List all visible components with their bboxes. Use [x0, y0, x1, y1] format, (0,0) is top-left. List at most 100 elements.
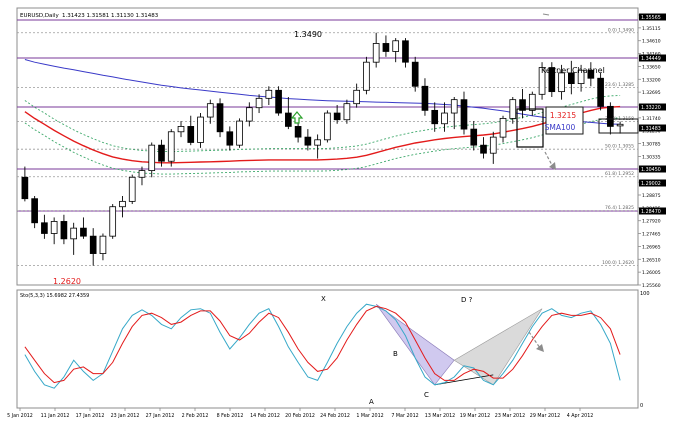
keltner-label: Keltner Channel	[541, 66, 605, 75]
bcd-triangle	[453, 308, 543, 386]
y-tick-label: 1.34610	[642, 39, 661, 45]
price-tag-label: 1.29002	[641, 181, 661, 187]
chart-title: EURUSD,Daily	[20, 13, 59, 19]
price-tag-label: 1.33220	[641, 105, 661, 111]
x-tick-label: 14 Feb 2012	[250, 413, 280, 419]
candle-body	[109, 206, 117, 237]
candle-body	[41, 222, 48, 234]
candle-body	[119, 200, 126, 208]
top-arrow-icon	[542, 13, 550, 16]
y-tick-label: 1.30785	[642, 142, 661, 148]
candle-body	[99, 235, 107, 254]
candle-body	[353, 89, 360, 105]
y-tick-label: 1.31740	[642, 116, 661, 122]
price-tag	[639, 165, 666, 173]
price-tag-label: 1.30450	[641, 167, 661, 173]
candle-body	[187, 126, 195, 143]
x-tick-label: 13 Mar 2012	[425, 413, 455, 419]
candle-body	[294, 126, 302, 138]
x-tick-label: 17 Jan 2012	[76, 413, 105, 419]
candle-body	[255, 97, 263, 109]
x-tick-label: 7 Mar 2012	[391, 413, 418, 419]
x-tick-label: 1 Mar 2012	[356, 413, 383, 419]
candle-body	[80, 227, 87, 237]
y-tick-label: 1.35115	[642, 26, 661, 32]
ac-line	[434, 374, 494, 386]
level-label: 1.3215	[550, 111, 576, 120]
candle-body	[70, 227, 77, 240]
keltner-lower-band	[24, 117, 621, 175]
price-tag-label: 1.31483	[641, 126, 661, 132]
osc-scale-bottom: 0	[640, 403, 643, 409]
candle-body	[577, 69, 585, 85]
candle-body	[382, 43, 390, 52]
candle-body	[236, 120, 243, 146]
candle-body	[607, 105, 614, 127]
price-tags: 1.35565 1.34449 1.33220 1.31483 1.30450 1.290…	[639, 13, 666, 215]
candle-body	[392, 40, 400, 52]
x-tick-label: 27 Jan 2012	[146, 413, 175, 419]
y-tick-label: 1.27465	[642, 232, 661, 238]
candle-body	[616, 123, 624, 127]
price-tag	[639, 54, 666, 62]
price-tag	[639, 124, 666, 132]
x-tick-label: 19 Mar 2012	[460, 413, 490, 419]
price-tag	[639, 179, 666, 187]
low-label: 1.2620	[53, 277, 81, 286]
x-tick-label: 29 Mar 2012	[530, 413, 560, 419]
candle-body	[509, 99, 517, 119]
candle-body	[480, 144, 487, 154]
y-tick-label: 1.31290	[642, 129, 661, 135]
x-tick-label: 23 Mar 2012	[495, 413, 525, 419]
x-tick-label: 2 Feb 2012	[182, 413, 209, 419]
candle-body	[245, 107, 253, 122]
candle-body	[363, 61, 370, 91]
fib-level-label: 61.8) 1.2952	[605, 171, 634, 177]
fib-level-label: 23.6) 1.3285	[605, 82, 634, 88]
candle-body	[275, 89, 282, 114]
candle-body	[568, 72, 575, 85]
pattern-d-label: D ?	[461, 296, 473, 304]
price-tag	[639, 13, 666, 21]
stochastic-main-line	[24, 303, 621, 389]
y-tick-label: 1.33650	[642, 64, 661, 70]
candle-body	[197, 116, 204, 143]
fib-level-label: 100.0) 1.2620	[602, 260, 634, 266]
candle-body	[460, 99, 468, 130]
candle-body	[431, 109, 439, 125]
osc-down-arrow-icon	[528, 331, 544, 352]
green-up-arrow-icon	[290, 111, 304, 124]
candle-body	[206, 103, 214, 118]
candle-body	[89, 235, 97, 254]
candle-body	[421, 85, 429, 111]
price-tag	[639, 207, 666, 215]
price-tag	[639, 103, 666, 111]
y-tick-label: 1.25560	[642, 283, 661, 289]
candle-body	[548, 67, 556, 93]
candle-body	[441, 112, 448, 125]
oscillator-panel	[16, 289, 639, 409]
candle-body	[226, 131, 234, 146]
price-tag-label: 1.34449	[641, 56, 661, 62]
fib-level-label: 76.4) 1.2825	[605, 205, 634, 211]
candle-body	[538, 67, 546, 95]
pattern-c-label: C	[424, 391, 429, 399]
harmonic-pattern	[375, 303, 543, 386]
keltner-channel	[24, 94, 621, 175]
sma100-label: SMA100	[545, 123, 576, 132]
pattern-b-label: B	[393, 350, 398, 358]
candle-body	[499, 117, 507, 138]
candle-body	[314, 139, 321, 146]
date-axis: 5 Jan 2012 11 Jan 2012 17 Jan 2012 23 Jan 2…	[7, 408, 593, 419]
candle-body	[528, 93, 536, 111]
y-tick-label: 1.26965	[642, 244, 661, 250]
candle-body	[587, 69, 595, 79]
price-marker-box	[598, 118, 639, 134]
xab-triangle	[375, 303, 455, 386]
y-tick-label: 1.30335	[642, 154, 661, 160]
x-tick-label: 5 Jan 2012	[7, 413, 33, 419]
candle-body	[304, 136, 312, 146]
price-panel	[16, 7, 639, 286]
